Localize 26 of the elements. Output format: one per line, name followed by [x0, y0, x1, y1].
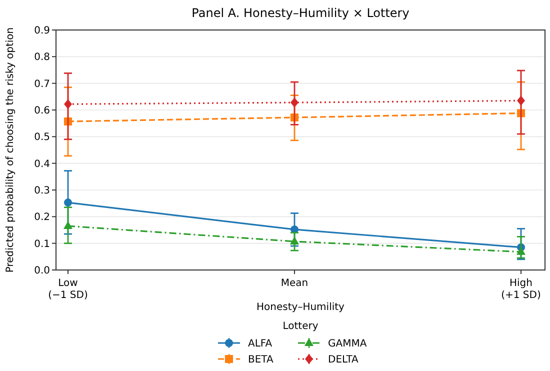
point	[64, 99, 72, 110]
legend-label: GAMMA	[328, 338, 367, 350]
x-axis-title: Honesty–Humility	[256, 302, 345, 313]
legend-label: BETA	[248, 354, 274, 366]
chart-title: Panel A. Honesty–Humility × Lottery	[192, 6, 410, 20]
y-tick-label: 0.4	[34, 158, 50, 170]
x-tick-label: Low (−1 SD)	[48, 278, 88, 301]
y-tick-label: 0.0	[34, 266, 50, 276]
y-tick-label: 0.2	[34, 212, 50, 224]
y-tick-label: 0.7	[34, 78, 50, 90]
y-tick-label: 0.5	[34, 132, 50, 144]
point	[517, 96, 525, 106]
y-tick-label: 0.9	[34, 26, 50, 36]
y-tick-label: 0.8	[34, 52, 50, 64]
y-tick-label: 0.6	[34, 106, 50, 116]
x-tick-label: Mean	[280, 278, 308, 289]
y-tick-label: 0.1	[34, 238, 50, 250]
point	[64, 198, 72, 207]
legend-label: DELTA	[328, 354, 359, 366]
legend-title: Lottery	[282, 321, 318, 332]
y-tick-label: 0.3	[34, 186, 50, 196]
point	[290, 98, 298, 108]
x-tick-label: High (+1 SD)	[501, 278, 541, 301]
y-axis-title: Predicted probability of choosing the risky option	[5, 27, 16, 273]
legend-label: ALFA	[248, 338, 272, 350]
point	[64, 221, 72, 229]
